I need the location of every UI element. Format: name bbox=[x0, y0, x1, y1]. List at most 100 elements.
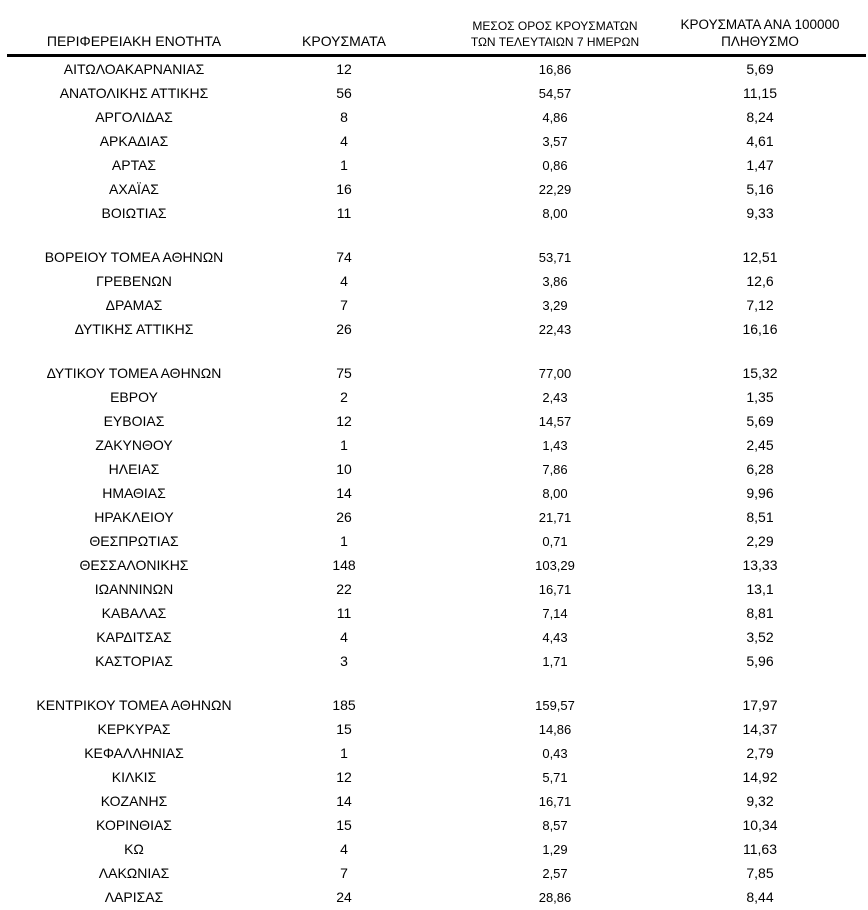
region-cell: ΘΕΣΠΡΩΤΙΑΣ bbox=[89, 533, 179, 549]
table-row: ΒΟΡΕΙΟΥ ΤΟΜΕΑ ΑΘΗΝΩΝ 74 53,71 12,51 bbox=[0, 245, 868, 269]
table-row: ΗΛΕΙΑΣ 10 7,86 6,28 bbox=[0, 457, 868, 481]
region-cell: ΚΑΒΑΛΑΣ bbox=[101, 605, 167, 621]
cases-cell: 26 bbox=[336, 321, 352, 337]
cases-cell: 10 bbox=[336, 461, 352, 477]
cases-per-100k-cell: 12,6 bbox=[746, 273, 774, 289]
region-cell: ΕΒΡΟΥ bbox=[110, 389, 158, 405]
region-cell: ΑΝΑΤΟΛΙΚΗΣ ΑΤΤΙΚΗΣ bbox=[59, 85, 209, 101]
cases-per-100k-cell: 12,51 bbox=[742, 249, 778, 265]
table-row: ΘΕΣΣΑΛΟΝΙΚΗΣ 148 103,29 13,33 bbox=[0, 553, 868, 577]
cases-column-header: ΚΡΟΥΣΜΑΤΑ bbox=[268, 33, 420, 54]
table-row: ΚΑΡΔΙΤΣΑΣ 4 4,43 3,52 bbox=[0, 625, 868, 649]
region-column-header-label: ΠΕΡΙΦΕΡΕΙΑΚΗ ΕΝΟΤΗΤΑ bbox=[46, 33, 222, 49]
region-cell: ΒΟΡΕΙΟΥ ΤΟΜΕΑ ΑΘΗΝΩΝ bbox=[44, 249, 224, 265]
cases-per-100k-cell: 14,92 bbox=[742, 769, 778, 785]
cases-cell: 15 bbox=[336, 817, 352, 833]
cases-per-100k-cell: 7,12 bbox=[746, 297, 774, 313]
avg-cases-7day-cell: 8,00 bbox=[542, 485, 568, 501]
cases-per-100k-cell: 5,16 bbox=[746, 181, 774, 197]
region-cell: ΚΕΝΤΡΙΚΟΥ ΤΟΜΕΑ ΑΘΗΝΩΝ bbox=[36, 697, 232, 713]
cases-per-100k-cell: 5,69 bbox=[746, 61, 774, 77]
region-cell: ΑΧΑΪΑΣ bbox=[109, 181, 159, 197]
avg-cases-7day-cell: 16,71 bbox=[538, 793, 572, 809]
region-cell: ΗΡΑΚΛΕΙΟΥ bbox=[94, 509, 174, 525]
cases-cell: 1 bbox=[340, 533, 348, 549]
table-row: ΘΕΣΠΡΩΤΙΑΣ 1 0,71 2,29 bbox=[0, 529, 868, 553]
avg-cases-7day-cell: 8,57 bbox=[542, 817, 568, 833]
avg-cases-7day-cell: 5,71 bbox=[542, 769, 568, 785]
table-row: ΑΡΓΟΛΙΔΑΣ 8 4,86 8,24 bbox=[0, 105, 868, 129]
avg-cases-7day-cell: 1,29 bbox=[542, 841, 568, 857]
avg-cases-7day-cell: 1,43 bbox=[542, 437, 568, 453]
avg-cases-7day-cell: 4,86 bbox=[542, 109, 568, 125]
cases-cell: 15 bbox=[336, 721, 352, 737]
table-row: ΚΕΡΚΥΡΑΣ 15 14,86 14,37 bbox=[0, 717, 868, 741]
avg-cases-7day-cell: 14,57 bbox=[538, 413, 572, 429]
cases-cell: 4 bbox=[340, 629, 348, 645]
table-row: ΑΙΤΩΛΟΑΚΑΡΝΑΝΙΑΣ 12 16,86 5,69 bbox=[0, 57, 868, 81]
cases-cell: 2 bbox=[340, 389, 348, 405]
region-cell: ΓΡΕΒΕΝΩΝ bbox=[96, 273, 172, 289]
cases-cell: 1 bbox=[340, 745, 348, 761]
region-column-header: ΠΕΡΙΦΕΡΕΙΑΚΗ ΕΝΟΤΗΤΑ bbox=[0, 33, 268, 54]
cases-cell: 74 bbox=[336, 249, 352, 265]
cases-per-100k-cell: 2,79 bbox=[746, 745, 774, 761]
cases-cell: 14 bbox=[336, 793, 352, 809]
region-cell: ΚΑΡΔΙΤΣΑΣ bbox=[96, 629, 172, 645]
region-cell: ΗΛΕΙΑΣ bbox=[108, 461, 160, 477]
avg-cases-7day-cell: 8,00 bbox=[542, 205, 568, 221]
avg-cases-7day-cell: 0,43 bbox=[542, 745, 568, 761]
region-cell: ΒΟΙΩΤΙΑΣ bbox=[101, 205, 167, 221]
cases-cell: 8 bbox=[340, 109, 348, 125]
avg-cases-7day-cell: 0,71 bbox=[542, 533, 568, 549]
table-row: ΚΙΛΚΙΣ 12 5,71 14,92 bbox=[0, 765, 868, 789]
region-cell: ΙΩΑΝΝΙΝΩΝ bbox=[94, 581, 174, 597]
table-row: ΕΒΡΟΥ 2 2,43 1,35 bbox=[0, 385, 868, 409]
cases-column-header-label: ΚΡΟΥΣΜΑΤΑ bbox=[302, 33, 386, 49]
region-cell: ΔΡΑΜΑΣ bbox=[105, 297, 163, 313]
cases-cell: 14 bbox=[336, 485, 352, 501]
region-cell: ΚΩ bbox=[124, 841, 144, 857]
table-row: ΑΧΑΪΑΣ 16 22,29 5,16 bbox=[0, 177, 868, 201]
avg-cases-7day-cell: 3,29 bbox=[542, 297, 568, 313]
table-row: ΛΑΚΩΝΙΑΣ 7 2,57 7,85 bbox=[0, 861, 868, 885]
table-row: ΔΥΤΙΚΟΥ ΤΟΜΕΑ ΑΘΗΝΩΝ 75 77,00 15,32 bbox=[0, 361, 868, 385]
region-cell: ΑΡΤΑΣ bbox=[111, 157, 157, 173]
table-row: ΚΟΡΙΝΘΙΑΣ 15 8,57 10,34 bbox=[0, 813, 868, 837]
cases-per-100k-cell: 17,97 bbox=[742, 697, 778, 713]
cases-cell: 7 bbox=[340, 865, 348, 881]
region-cell: ΚΟΡΙΝΘΙΑΣ bbox=[96, 817, 172, 833]
avg-cases-7day-cell: 53,71 bbox=[538, 249, 572, 265]
region-cell: ΕΥΒΟΙΑΣ bbox=[103, 413, 165, 429]
table-row: ΗΜΑΘΙΑΣ 14 8,00 9,96 bbox=[0, 481, 868, 505]
table-row: ΒΟΙΩΤΙΑΣ 11 8,00 9,33 bbox=[0, 201, 868, 225]
cases-cell: 24 bbox=[336, 889, 352, 905]
table-row: ΚΩ 4 1,29 11,63 bbox=[0, 837, 868, 861]
cases-cell: 12 bbox=[336, 61, 352, 77]
avg-cases-7day-cell: 2,57 bbox=[542, 865, 568, 881]
cases-cell: 26 bbox=[336, 509, 352, 525]
region-cell: ΚΕΦΑΛΛΗΝΙΑΣ bbox=[84, 745, 184, 761]
region-cell: ΗΜΑΘΙΑΣ bbox=[102, 485, 166, 501]
cases-per-100k-cell: 8,81 bbox=[746, 605, 774, 621]
table-row: ΚΑΣΤΟΡΙΑΣ 3 1,71 5,96 bbox=[0, 649, 868, 673]
table-row: ΖΑΚΥΝΘΟΥ 1 1,43 2,45 bbox=[0, 433, 868, 457]
cases-per-100k-cell: 8,44 bbox=[746, 889, 774, 905]
table-row: ΕΥΒΟΙΑΣ 12 14,57 5,69 bbox=[0, 409, 868, 433]
avg-cases-7day-cell: 4,43 bbox=[542, 629, 568, 645]
region-cell: ΚΑΣΤΟΡΙΑΣ bbox=[95, 653, 173, 669]
cases-cell: 11 bbox=[336, 205, 352, 221]
cases-cell: 11 bbox=[336, 605, 352, 621]
table-row: ΔΡΑΜΑΣ 7 3,29 7,12 bbox=[0, 293, 868, 317]
avg-cases-7day-cell: 22,43 bbox=[538, 321, 572, 337]
avg-cases-7day-cell: 16,71 bbox=[538, 581, 572, 597]
table-row: ΑΡΚΑΔΙΑΣ 4 3,57 4,61 bbox=[0, 129, 868, 153]
cases-per-100k-cell: 3,52 bbox=[746, 629, 774, 645]
cases-per-100k-cell: 5,96 bbox=[746, 653, 774, 669]
cases-cell: 75 bbox=[336, 365, 352, 381]
cases-per-100k-header-line2: ΠΛΗΘΥΣΜΟ bbox=[721, 34, 799, 49]
region-cell: ΚΕΡΚΥΡΑΣ bbox=[97, 721, 171, 737]
avg-cases-7day-cell: 103,29 bbox=[535, 557, 575, 573]
cases-per-100k-cell: 2,45 bbox=[746, 437, 774, 453]
